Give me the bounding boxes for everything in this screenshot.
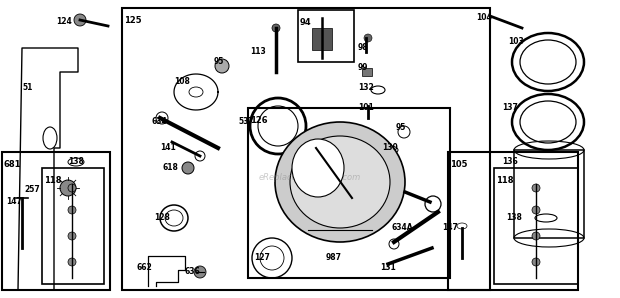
Bar xyxy=(362,68,372,76)
Text: 137: 137 xyxy=(502,103,518,113)
Bar xyxy=(248,108,450,278)
Circle shape xyxy=(215,59,229,73)
Text: 118: 118 xyxy=(44,176,61,185)
Circle shape xyxy=(68,206,76,214)
Ellipse shape xyxy=(275,122,405,242)
Circle shape xyxy=(182,162,194,174)
Text: 95: 95 xyxy=(214,58,224,66)
Circle shape xyxy=(68,258,76,266)
Bar xyxy=(2,152,110,290)
Bar xyxy=(122,8,490,290)
Text: 104: 104 xyxy=(476,13,492,23)
Bar xyxy=(494,168,578,284)
Text: 147: 147 xyxy=(442,224,458,232)
Text: 136: 136 xyxy=(502,158,518,167)
Text: 124: 124 xyxy=(56,18,72,27)
Circle shape xyxy=(68,184,76,192)
Ellipse shape xyxy=(292,139,344,197)
Text: 131: 131 xyxy=(380,263,396,272)
Circle shape xyxy=(532,258,540,266)
Bar xyxy=(514,150,584,238)
Text: 681: 681 xyxy=(4,160,22,169)
Ellipse shape xyxy=(290,136,390,228)
Bar xyxy=(448,152,578,290)
Text: 128: 128 xyxy=(154,213,170,223)
Circle shape xyxy=(74,14,86,26)
Text: 147: 147 xyxy=(6,198,22,207)
Text: 138: 138 xyxy=(506,213,522,223)
Text: 257: 257 xyxy=(24,185,40,195)
Circle shape xyxy=(532,232,540,240)
Text: 51: 51 xyxy=(23,83,33,92)
Circle shape xyxy=(194,266,206,278)
Text: 634: 634 xyxy=(152,117,168,126)
Bar xyxy=(298,10,354,62)
Circle shape xyxy=(68,232,76,240)
Text: 618: 618 xyxy=(162,164,178,173)
Text: 94: 94 xyxy=(300,18,312,27)
Text: 105: 105 xyxy=(450,160,467,169)
Text: 113: 113 xyxy=(250,47,266,57)
Circle shape xyxy=(364,34,372,42)
Text: 127: 127 xyxy=(254,254,270,263)
Circle shape xyxy=(60,180,76,196)
Circle shape xyxy=(272,24,280,32)
Text: 138: 138 xyxy=(68,158,84,167)
Text: 108: 108 xyxy=(174,77,190,86)
Text: 103: 103 xyxy=(508,38,524,46)
Bar xyxy=(312,28,332,50)
Circle shape xyxy=(532,206,540,214)
Text: 987: 987 xyxy=(326,254,342,263)
Text: 537: 537 xyxy=(238,117,254,126)
Circle shape xyxy=(532,184,540,192)
Text: 662: 662 xyxy=(136,263,152,272)
Text: 101: 101 xyxy=(358,103,374,113)
Text: eReplacementParts.com: eReplacementParts.com xyxy=(259,173,361,182)
Text: 126: 126 xyxy=(250,116,268,125)
Bar xyxy=(42,168,104,284)
Text: 130: 130 xyxy=(382,144,398,153)
Text: 141: 141 xyxy=(160,144,176,153)
Text: 636: 636 xyxy=(184,268,200,277)
Text: 125: 125 xyxy=(124,16,141,25)
Text: 95: 95 xyxy=(396,123,406,133)
Text: 634A: 634A xyxy=(392,224,414,232)
Text: 99: 99 xyxy=(358,63,368,72)
Text: 132: 132 xyxy=(358,83,374,92)
Text: 98: 98 xyxy=(358,44,369,52)
Text: 118: 118 xyxy=(496,176,513,185)
